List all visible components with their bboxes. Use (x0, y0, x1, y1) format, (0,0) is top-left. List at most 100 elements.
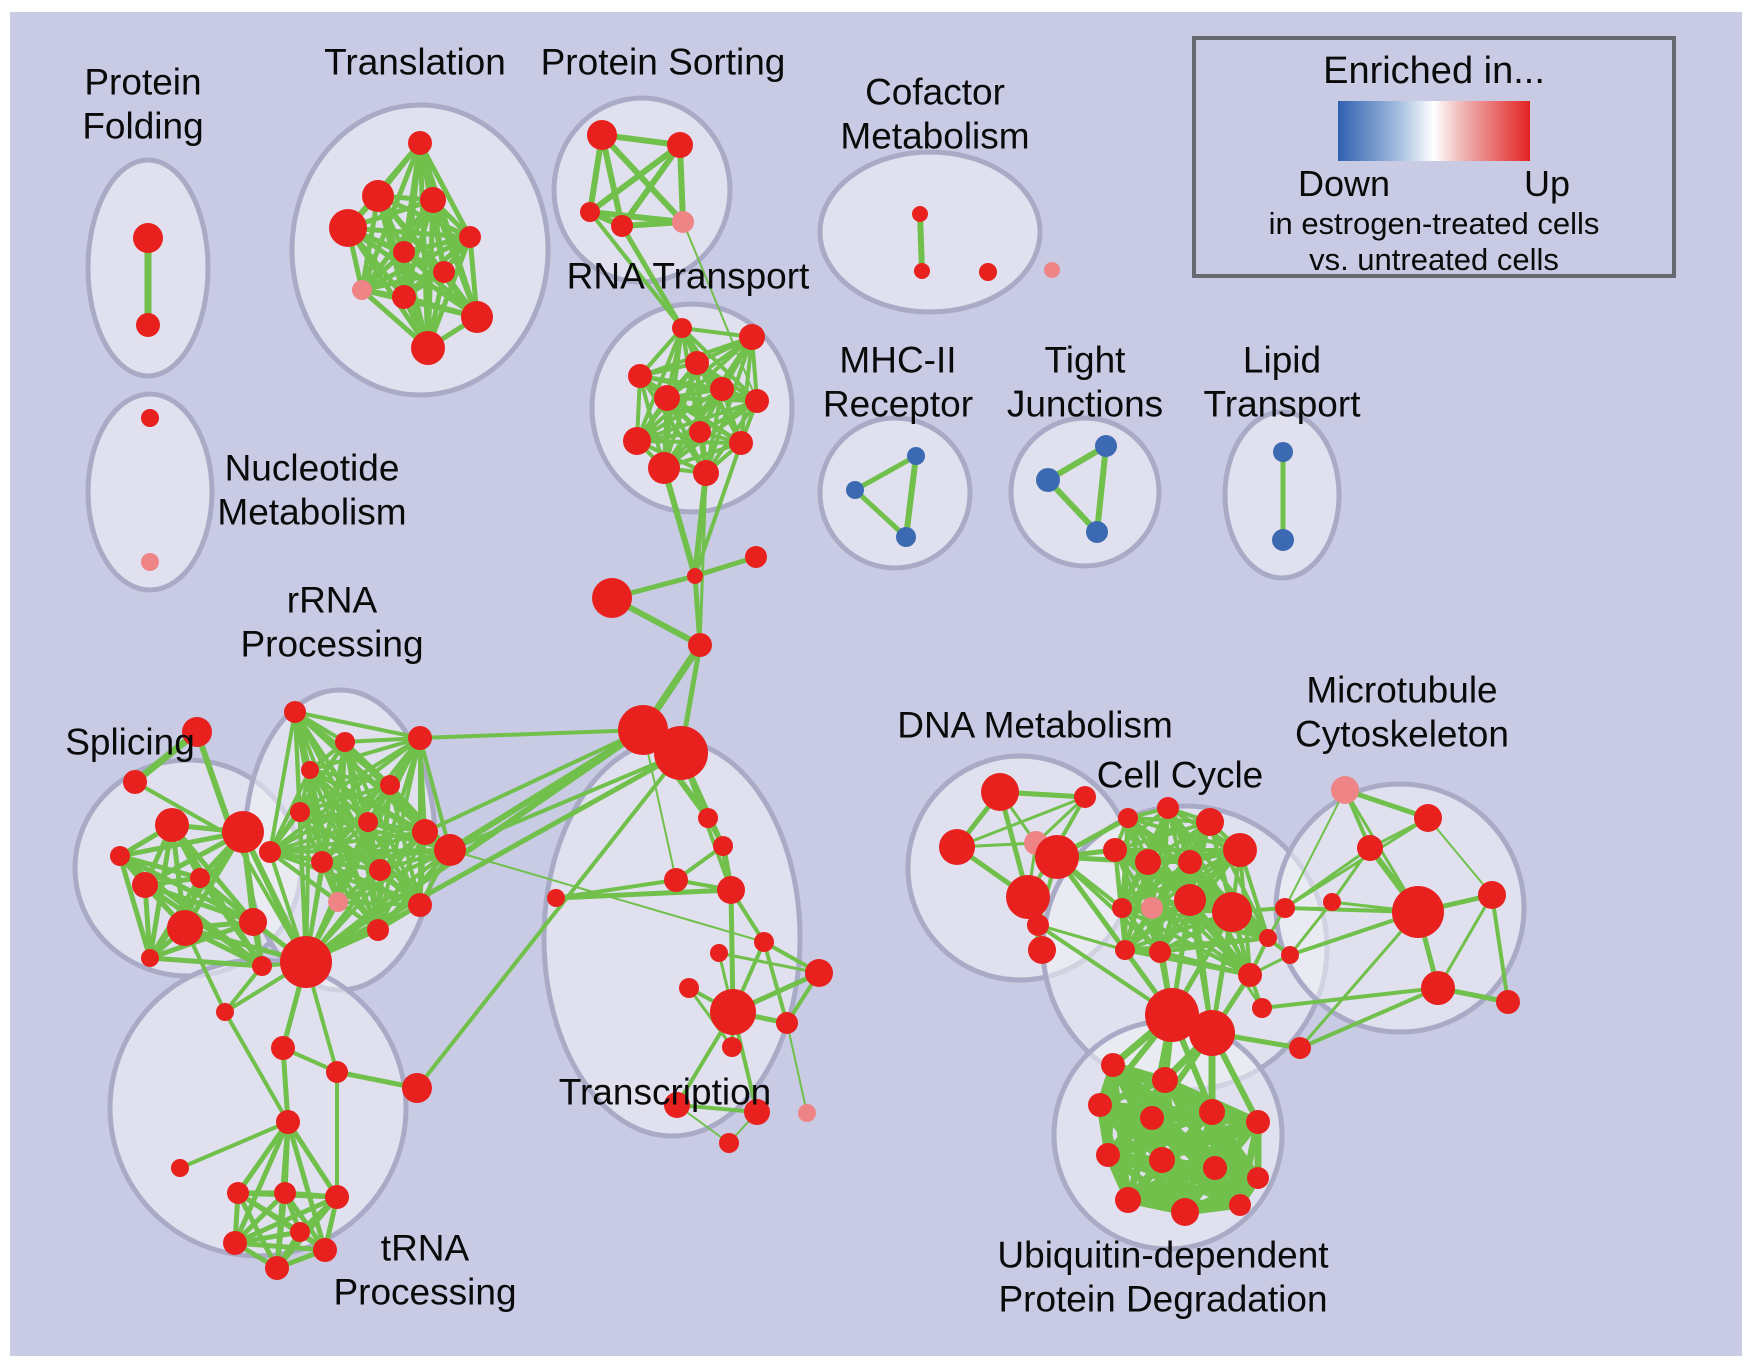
network-node-sp2 (110, 846, 130, 866)
network-edge (359, 269, 447, 293)
network-edge (268, 820, 370, 854)
network-node-sp3 (132, 872, 158, 898)
network-node-nm0 (141, 409, 159, 427)
network-node-ub0 (1101, 1053, 1125, 1077)
network-node-rr1 (335, 732, 355, 752)
cluster-ellipse-nucleotide-metabolism (85, 391, 215, 593)
network-edge (117, 853, 153, 961)
network-node-m1 (271, 1036, 295, 1060)
network-edge (1236, 1118, 1262, 1209)
network-node-rr12 (328, 892, 348, 912)
legend-box: Enriched in... Down Up in estrogen-treat… (1192, 36, 1676, 278)
network-edge (1260, 986, 1440, 1010)
network-node-ps1 (667, 132, 693, 158)
network-edge (147, 919, 256, 961)
network-edge (687, 986, 734, 1049)
network-node-cc9 (1174, 884, 1206, 916)
network-node-ps2 (580, 202, 600, 222)
network-node-rr10 (369, 859, 391, 881)
network-node-m3 (402, 1073, 432, 1103)
network-node-tri0 (182, 717, 212, 747)
network-node-b2 (1281, 946, 1299, 964)
network-edge (285, 1119, 328, 1253)
network-node-cc6 (1178, 850, 1202, 874)
cluster-label-translation: Translation (324, 42, 506, 83)
network-edge (285, 1119, 340, 1200)
network-node-rt3 (628, 364, 652, 388)
network-node-rr15 (434, 834, 466, 866)
network-node-cc2 (1196, 808, 1224, 836)
network-edge (280, 1045, 291, 1125)
network-node-rt7 (689, 421, 711, 443)
network-edge (268, 736, 422, 854)
network-node-sp9 (216, 1003, 234, 1021)
network-node-pf1 (136, 313, 160, 337)
network-node-f1 (547, 889, 565, 907)
network-node-cf3 (1044, 262, 1060, 278)
cluster-label-mhc-ii-receptor: MHC-II (839, 340, 956, 381)
legend-subtitle-1: in estrogen-treated cells (1268, 206, 1600, 241)
network-node-ub8 (1203, 1156, 1227, 1180)
network-node-cc10 (1212, 892, 1252, 932)
cluster-label-rrna-processing: rRNA (287, 580, 378, 621)
network-edge (665, 396, 759, 403)
network-edge (1113, 820, 1212, 852)
network-edge (345, 225, 480, 320)
network-edge (588, 210, 684, 330)
cluster-label-microtubule-cytoskeleton: Cytoskeleton (1295, 714, 1509, 755)
network-node-tj0 (1095, 435, 1117, 457)
network-node-sp1 (222, 811, 264, 853)
network-node-mh1 (846, 481, 864, 499)
network-edge (553, 887, 734, 901)
network-node-tri1 (123, 770, 147, 794)
cluster-label-dna-metabolism: DNA Metabolism (897, 705, 1173, 746)
network-node-cc4 (1103, 838, 1127, 862)
cluster-label-ubiquitin-degradation: Protein Degradation (998, 1279, 1327, 1320)
network-edge (418, 736, 452, 852)
network-node-tx4 (754, 932, 774, 952)
network-edge (320, 783, 392, 864)
network-node-rt8 (623, 427, 651, 455)
network-edge (147, 955, 265, 969)
cluster-label-protein-folding: Protein (84, 62, 201, 103)
network-node-rt9 (729, 431, 753, 455)
cluster-label-rna-transport: RNA Transport (567, 256, 810, 297)
network-node-cf2 (979, 263, 997, 281)
network-edge (1490, 893, 1510, 1004)
network-edge (298, 736, 422, 814)
cluster-label-rrna-processing: Processing (240, 624, 423, 665)
network-edge (903, 453, 919, 540)
network-node-ub12 (1229, 1194, 1251, 1216)
network-node-sp8 (252, 956, 272, 976)
network-node-tn4 (313, 1238, 337, 1262)
network-node-xh (1035, 835, 1079, 879)
network-node-tx7 (679, 978, 699, 998)
network-edge (635, 326, 684, 443)
network-node-tx1 (713, 836, 733, 856)
network-node-tn2 (325, 1185, 349, 1209)
network-node-tn3 (223, 1231, 247, 1255)
network-node-rt2 (685, 351, 709, 375)
network-node-tx2 (664, 868, 688, 892)
network-node-ps0 (587, 120, 617, 150)
network-node-rr0 (284, 701, 306, 723)
network-node-tn5 (265, 1256, 289, 1280)
network-node-tr4 (459, 226, 481, 248)
network-node-cc11 (1259, 929, 1277, 947)
network-edge (268, 710, 297, 854)
network-node-lt0 (1273, 442, 1293, 462)
network-node-tx8 (710, 989, 756, 1035)
network-edge (1427, 817, 1493, 896)
network-edge (698, 471, 708, 647)
network-edge (298, 783, 392, 814)
network-node-tj2 (1086, 521, 1108, 543)
network-node-rt1 (739, 324, 765, 350)
network-edge (345, 225, 473, 240)
network-node-rr7 (412, 819, 438, 845)
network-node-dm0 (981, 773, 1019, 811)
network-node-ps4 (672, 211, 694, 233)
network-edge (223, 1010, 290, 1124)
cluster-label-protein-folding: Folding (82, 106, 203, 147)
network-node-ub5 (1246, 1110, 1270, 1134)
